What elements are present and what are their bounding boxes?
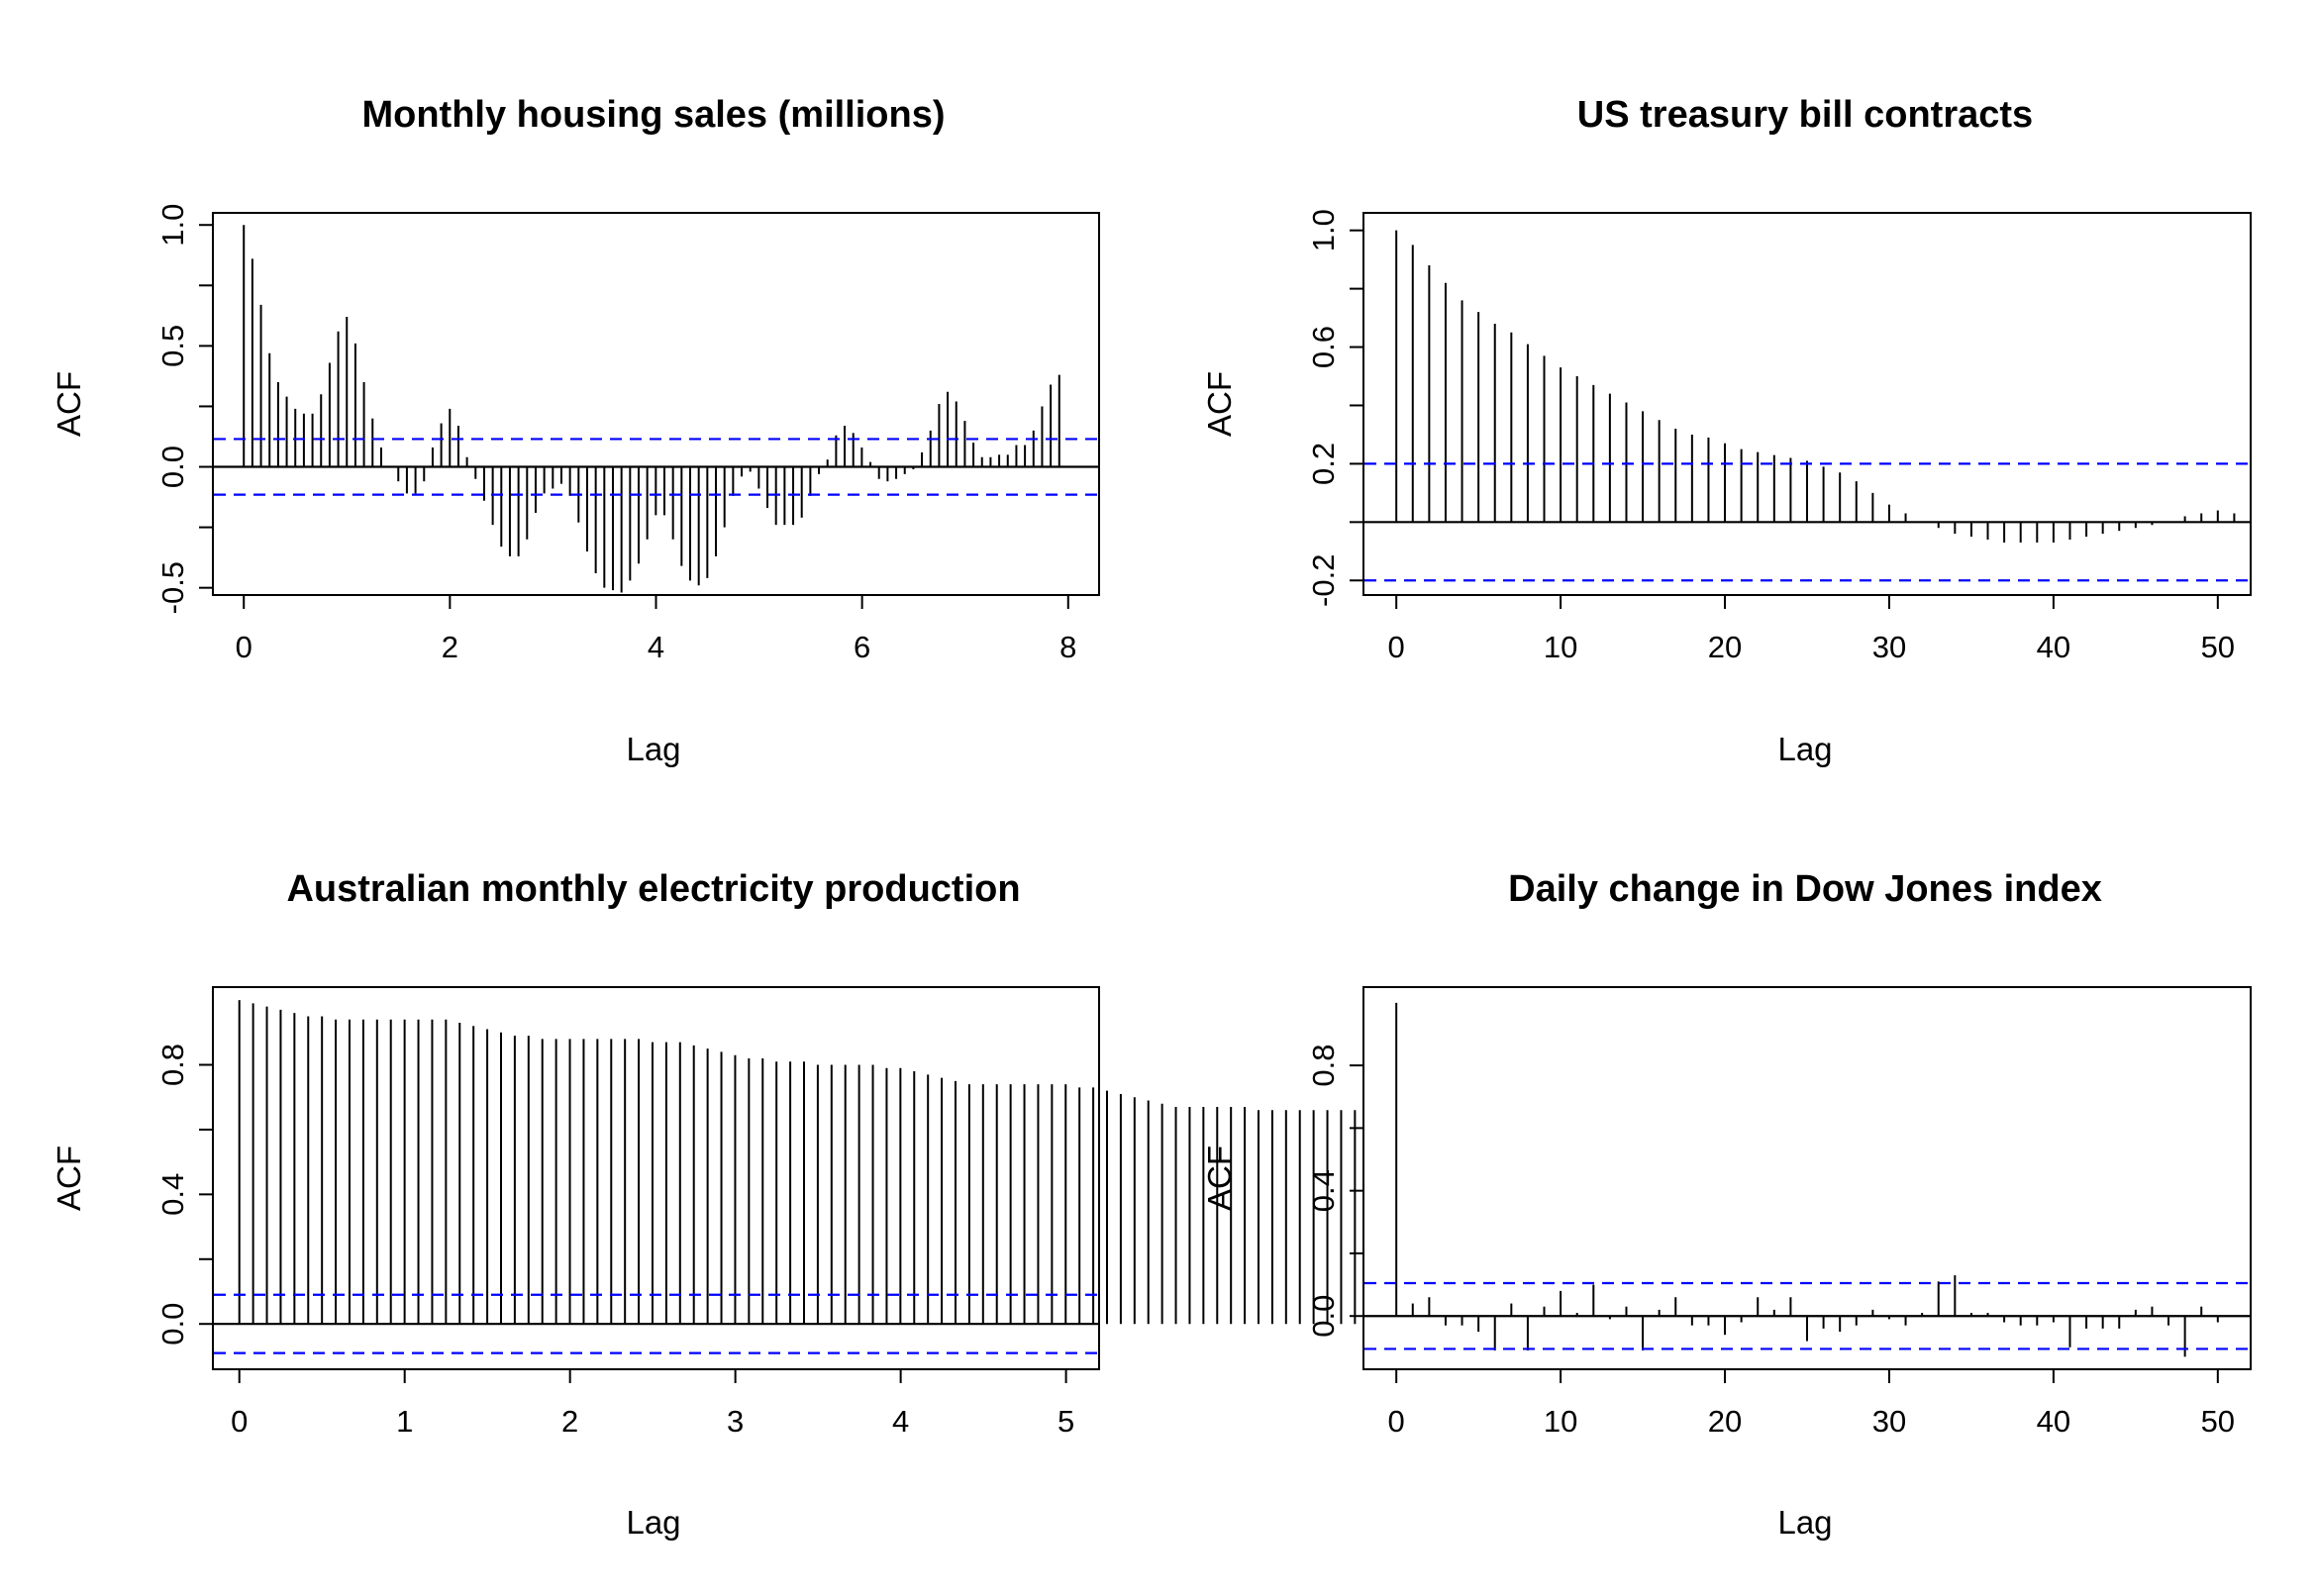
x-tick-label: 50 — [2201, 1404, 2235, 1439]
x-axis-label: Lag — [626, 731, 680, 767]
x-tick-label: 40 — [2037, 1404, 2070, 1439]
axes: 0 2 4 6 8 -0.5 0.0 0.5 1.0 — [155, 204, 1098, 664]
x-tick-label: 0 — [231, 1404, 248, 1439]
x-tick-label: 20 — [1708, 1404, 1742, 1439]
y-tick-label: 1.0 — [1306, 209, 1341, 251]
x-tick-label: 20 — [1708, 630, 1742, 664]
x-tick-label: 4 — [892, 1404, 909, 1439]
y-axis-label: ACF — [1201, 371, 1238, 437]
x-tick-label: 6 — [854, 630, 870, 664]
y-tick-label: -0.5 — [155, 561, 190, 614]
x-tick-label: 8 — [1059, 630, 1076, 664]
x-tick-label: 1 — [396, 1404, 413, 1439]
x-tick-label: 0 — [1388, 1404, 1405, 1439]
y-tick-label: 0.2 — [1306, 443, 1341, 485]
y-tick-label: -0.2 — [1306, 554, 1341, 607]
x-tick-label: 0 — [1388, 630, 1405, 664]
axes: 0 10 20 30 40 50 -0.2 0.2 0.6 1.0 — [1306, 209, 2250, 664]
x-tick-label: 2 — [442, 630, 458, 664]
x-tick-label: 10 — [1544, 630, 1577, 664]
x-tick-label: 30 — [1872, 630, 1906, 664]
panel-title: Australian monthly electricity productio… — [286, 868, 1020, 910]
y-tick-label: 0.8 — [155, 1044, 190, 1086]
y-axis-label: ACF — [1201, 1146, 1238, 1211]
y-tick-label: 0.4 — [1306, 1169, 1341, 1212]
y-tick-label: 0.4 — [155, 1173, 190, 1216]
panel-dow-jones: Daily change in Dow Jones index 0 10 20 30 4… — [1201, 868, 2252, 1541]
x-tick-label: 0 — [236, 630, 252, 664]
y-tick-label: 1.0 — [155, 204, 190, 247]
panel-electricity-production: Australian monthly electricity productio… — [50, 868, 1357, 1541]
panel-title: Monthly housing sales (millions) — [361, 94, 945, 136]
plot-frame — [1362, 986, 2252, 1370]
x-axis-label: Lag — [1777, 1504, 1832, 1541]
x-tick-label: 4 — [648, 630, 664, 664]
x-tick-label: 30 — [1872, 1404, 1906, 1439]
y-axis-label: ACF — [50, 1146, 87, 1211]
y-tick-label: 0.0 — [155, 446, 190, 488]
x-axis-label: Lag — [1777, 731, 1832, 767]
panel-title: Daily change in Dow Jones index — [1508, 868, 2102, 910]
y-tick-label: 0.0 — [155, 1303, 190, 1346]
plot-frame — [1362, 212, 2252, 596]
x-tick-label: 2 — [561, 1404, 578, 1439]
y-axis-label: ACF — [50, 371, 87, 437]
panel-treasury-bills: US treasury bill contracts 0 10 20 30 40 50 -0… — [1201, 94, 2252, 767]
panel-housing-sales: Monthly housing sales (millions) 0 2 4 6 8 -0… — [50, 94, 1100, 767]
panel-title: US treasury bill contracts — [1577, 94, 2033, 136]
x-tick-label: 10 — [1544, 1404, 1577, 1439]
x-tick-label: 5 — [1058, 1404, 1074, 1439]
axes: 0 10 20 30 40 50 0.0 0.4 0.8 — [1306, 1002, 2250, 1439]
y-tick-label: 0.0 — [1306, 1295, 1341, 1338]
x-tick-label: 3 — [727, 1404, 744, 1439]
x-tick-label: 50 — [2201, 630, 2235, 664]
y-tick-label: 0.6 — [1306, 326, 1341, 368]
y-tick-label: 0.5 — [155, 325, 190, 367]
x-axis-label: Lag — [626, 1504, 680, 1541]
axes: 0 1 2 3 4 5 0.0 0.4 0.8 — [155, 1000, 1357, 1439]
plot-frame — [212, 986, 1100, 1370]
y-tick-label: 0.8 — [1306, 1045, 1341, 1087]
x-tick-label: 40 — [2037, 630, 2070, 664]
